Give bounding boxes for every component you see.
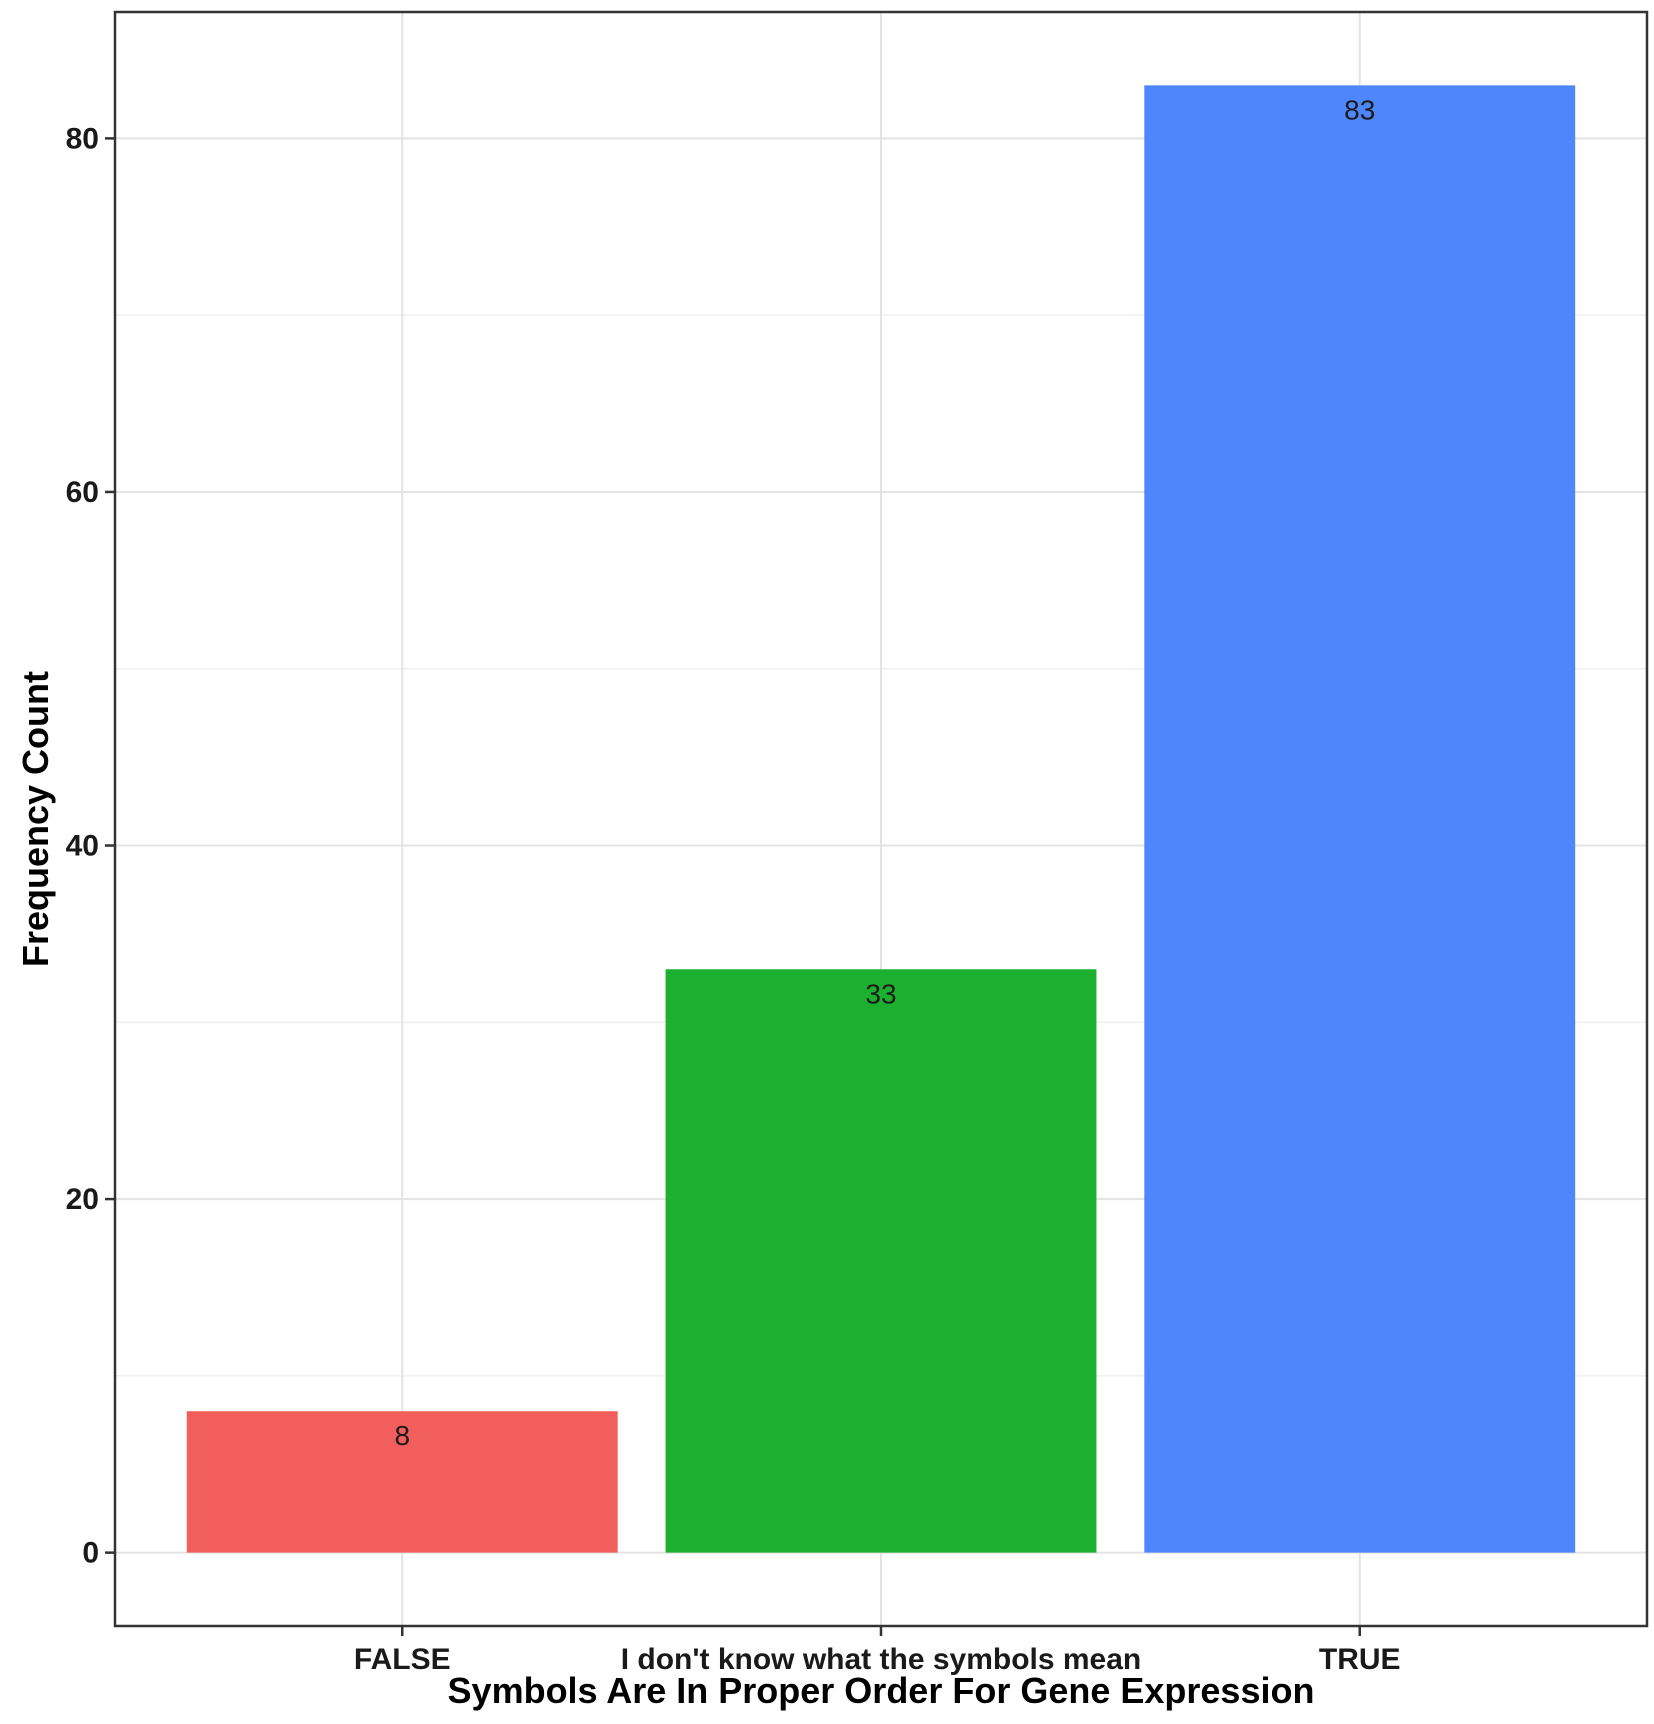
bars: [186, 85, 1576, 1553]
x-tick-label: I don't know what the symbols mean: [621, 1643, 1142, 1676]
y-axis-title: Frequency Count: [15, 671, 56, 967]
x-tick-label: FALSE: [354, 1643, 451, 1676]
x-axis: FALSE I don't know what the symbols mean T…: [354, 1626, 1401, 1676]
bar-value-label: 83: [1344, 94, 1375, 125]
bar-value-label: 33: [865, 978, 896, 1009]
bar: [665, 969, 1097, 1553]
bar-value-labels: 8 33 83: [394, 94, 1375, 1451]
y-tick-label: 60: [66, 476, 99, 509]
y-tick-label: 20: [66, 1183, 99, 1216]
x-axis-title: Symbols Are In Proper Order For Gene Exp…: [448, 1670, 1315, 1711]
bar-value-label: 8: [394, 1420, 410, 1451]
x-tick-label: TRUE: [1319, 1643, 1401, 1676]
bar: [186, 1411, 618, 1553]
y-tick-label: 80: [66, 122, 99, 155]
y-axis: 0 20 40 60 80: [66, 122, 115, 1570]
y-tick-label: 0: [82, 1537, 99, 1570]
bar: [1144, 85, 1576, 1553]
y-tick-label: 40: [66, 830, 99, 863]
